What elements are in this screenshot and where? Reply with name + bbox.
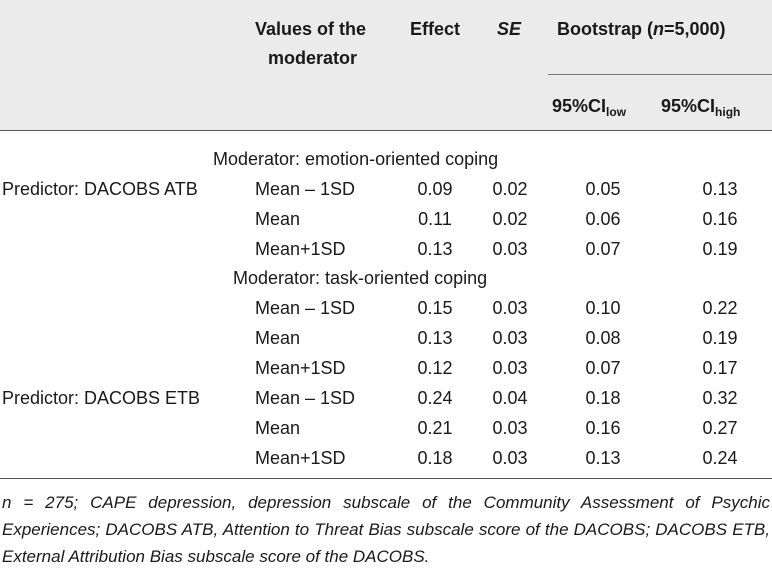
header-ci-low: 95%CIlow	[552, 96, 627, 119]
cell-value: Mean+1SD	[255, 448, 346, 468]
cell-ci-high: 0.27	[702, 418, 738, 438]
cell-se: 0.03	[492, 328, 528, 348]
cell-se: 0.04	[492, 388, 528, 408]
cell-ci-low: 0.18	[585, 388, 621, 408]
header-bottom-rule	[0, 130, 772, 131]
cell-value: Mean – 1SD	[255, 298, 356, 318]
cell-ci-low: 0.07	[585, 239, 621, 259]
cell-ci-low: 0.08	[585, 328, 621, 348]
cell-effect: 0.18	[417, 448, 453, 468]
header-bootstrap: Bootstrap (n=5,000)	[557, 19, 726, 39]
cell-ci-low: 0.10	[585, 298, 621, 318]
cell-value: Mean	[255, 418, 301, 438]
cell-effect: 0.24	[417, 388, 453, 408]
cell-value: Mean	[255, 209, 301, 229]
cell-value: Mean	[255, 328, 301, 348]
header-values-line2: moderator	[268, 48, 358, 68]
bootstrap-subheader-rule	[548, 74, 772, 75]
cell-ci-high: 0.16	[702, 209, 738, 229]
predictor-atb: Predictor: DACOBS ATB	[2, 179, 198, 199]
cell-effect: 0.12	[417, 358, 453, 378]
cell-effect: 0.13	[417, 328, 453, 348]
cell-value: Mean – 1SD	[255, 179, 356, 199]
cell-se: 0.02	[492, 209, 528, 229]
cell-ci-low: 0.13	[585, 448, 621, 468]
cell-effect: 0.13	[417, 239, 453, 259]
cell-ci-high: 0.22	[702, 298, 738, 318]
cell-value: Mean+1SD	[255, 239, 346, 259]
cell-ci-low: 0.05	[585, 179, 621, 199]
cell-ci-low: 0.16	[585, 418, 621, 438]
header-effect: Effect	[410, 19, 461, 39]
cell-se: 0.03	[492, 239, 528, 259]
header-values-line1: Values of the	[255, 19, 367, 39]
cell-se: 0.03	[492, 418, 528, 438]
cell-ci-low: 0.06	[585, 209, 621, 229]
cell-effect: 0.15	[417, 298, 453, 318]
cell-value: Mean – 1SD	[255, 388, 356, 408]
section-task-coping: Moderator: task-oriented coping	[233, 268, 488, 288]
cell-ci-high: 0.19	[702, 328, 738, 348]
cell-se: 0.03	[492, 448, 528, 468]
section-emotion-coping: Moderator: emotion-oriented coping	[213, 149, 499, 169]
cell-effect: 0.09	[417, 179, 453, 199]
cell-se: 0.02	[492, 179, 528, 199]
header-ci-high: 95%CIhigh	[661, 96, 741, 119]
cell-effect: 0.11	[418, 209, 452, 229]
cell-effect: 0.21	[417, 418, 453, 438]
cell-ci-high: 0.19	[702, 239, 738, 259]
cell-ci-high: 0.13	[702, 179, 738, 199]
cell-ci-high: 0.32	[702, 388, 738, 408]
predictor-etb: Predictor: DACOBS ETB	[2, 388, 201, 408]
header-se: SE	[497, 19, 522, 39]
table-footnote: n = 275; CAPE depression, depression sub…	[2, 493, 770, 566]
table-bottom-rule	[0, 478, 772, 479]
cell-se: 0.03	[492, 298, 528, 318]
cell-ci-high: 0.24	[702, 448, 738, 468]
cell-ci-high: 0.17	[702, 358, 738, 378]
cell-ci-low: 0.07	[585, 358, 621, 378]
cell-value: Mean+1SD	[255, 358, 346, 378]
cell-se: 0.03	[492, 358, 528, 378]
table-header-band	[0, 0, 772, 130]
